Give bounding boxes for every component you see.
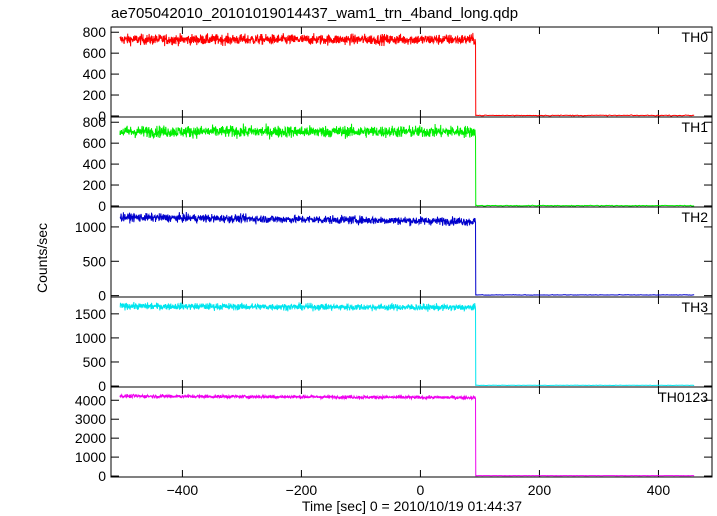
series-line-th0: [119, 32, 695, 117]
y-tick-label-th3: 0: [98, 378, 106, 394]
panel-label-th0123: TH0123: [658, 389, 708, 405]
y-tick-label-th1: 200: [83, 177, 107, 193]
y-tick-label-th3: 1500: [75, 306, 106, 322]
y-tick-label-th0: 200: [83, 87, 107, 103]
y-tick-label-th2: 1000: [75, 219, 106, 235]
y-tick-label-th0: 600: [83, 45, 107, 61]
y-tick-label-th0: 0: [98, 108, 106, 124]
panel-label-th0: TH0: [682, 29, 709, 45]
chart-title: ae705042010_20101019014437_wam1_trn_4ban…: [111, 5, 518, 22]
y-tick-label-th0: 400: [83, 66, 107, 82]
x-tick-label: 400: [647, 482, 671, 498]
y-tick-label-th2: 0: [98, 288, 106, 304]
panel-label-th3: TH3: [682, 299, 709, 315]
y-axis-label: Counts/sec: [34, 223, 50, 293]
panel-frame-th3: [110, 296, 713, 388]
y-tick-label-th2: 500: [83, 253, 107, 269]
y-tick-label-th1: 0: [98, 198, 106, 214]
x-tick-label: 200: [528, 482, 552, 498]
panels-group: 0 200 400 600 800 TH0 0 200 400 600 800 TH1 0 500 1000…: [75, 24, 713, 498]
y-tick-label-th0: 800: [83, 24, 107, 40]
y-tick-label-th0123: 1000: [75, 449, 106, 465]
y-tick-label-th3: 500: [83, 354, 107, 370]
panel-frame-th0123: [110, 386, 713, 478]
y-tick-label-th0123: 2000: [75, 430, 106, 446]
series-line-th2: [119, 211, 695, 296]
series-line-th3: [119, 301, 695, 387]
y-tick-label-th1: 800: [83, 114, 107, 130]
x-tick-label: −200: [286, 482, 318, 498]
y-tick-label-th0123: 3000: [75, 411, 106, 427]
x-axis-label: Time [sec] 0 = 2010/10/19 01:44:37: [302, 498, 522, 514]
series-line-th0123: [119, 393, 695, 477]
panel-label-th1: TH1: [682, 119, 709, 135]
series-line-th1: [119, 123, 695, 207]
y-tick-label-th0123: 0: [98, 468, 106, 484]
y-tick-label-th3: 1000: [75, 330, 106, 346]
x-tick-label: −400: [167, 482, 199, 498]
y-tick-label-th1: 400: [83, 156, 107, 172]
panel-label-th2: TH2: [682, 209, 709, 225]
y-tick-label-th0123: 4000: [75, 392, 106, 408]
x-tick-label: 0: [417, 482, 425, 498]
y-tick-label-th1: 600: [83, 135, 107, 151]
